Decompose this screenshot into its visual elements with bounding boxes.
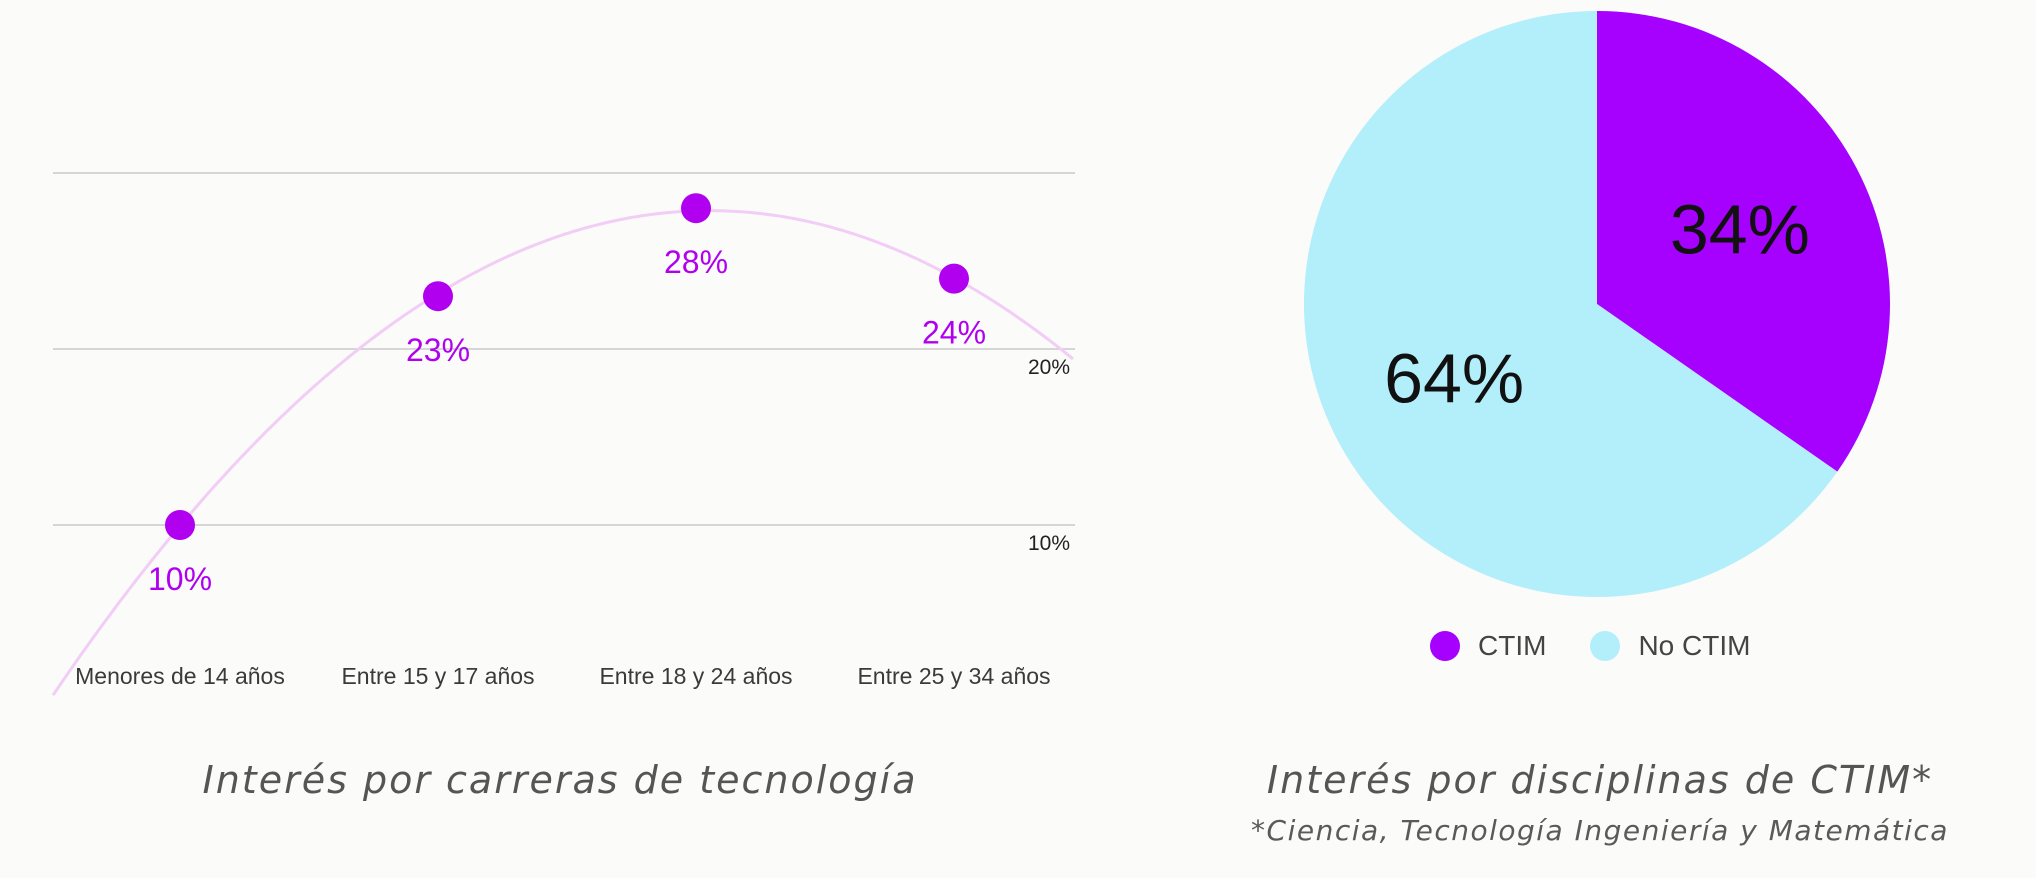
pie-legend: CTIM No CTIM [1430,630,1776,662]
y-tick-label: 10% [1028,532,1070,555]
pie-slice-label: 64% [1384,340,1524,418]
line-chart-caption: Interés por carreras de tecnología [202,758,918,802]
data-point [423,281,453,312]
pie-chart-footnote: *Ciencia, Tecnología Ingeniería y Matemá… [1251,814,1949,847]
data-point [939,263,969,294]
data-label: 24% [922,315,986,351]
legend-swatch-no-ctim [1590,631,1621,661]
pie-slice-label: 34% [1670,190,1810,268]
line-chart: 10% 20% 10% Menores de 14 años 23% Entre 15 y… [51,172,1075,697]
legend-item-no-ctim: No CTIM [1590,630,1750,662]
pie-chart-caption: Interés por disciplinas de CTIM* [1266,758,1934,802]
x-tick-label: Menores de 14 años [75,663,285,689]
trendline [51,209,1074,697]
legend-item-ctim: CTIM [1430,630,1546,662]
data-point [681,193,711,224]
legend-swatch-ctim [1430,631,1460,661]
legend-label-ctim: CTIM [1478,630,1547,661]
y-tick-label: 20% [1028,356,1070,379]
data-label: 28% [664,244,728,280]
legend-label-no-ctim: No CTIM [1638,630,1751,661]
x-tick-label: Entre 25 y 34 años [857,663,1050,689]
pie-slice [1304,11,1838,598]
data-label: 23% [406,332,470,368]
x-tick-label: Entre 15 y 17 años [341,663,534,689]
x-tick-label: Entre 18 y 24 años [599,663,792,689]
data-point [165,510,195,540]
pie-chart: 34% 64% [1304,11,1890,598]
data-label: 10% [148,561,212,597]
pie-slice [1597,11,1890,472]
